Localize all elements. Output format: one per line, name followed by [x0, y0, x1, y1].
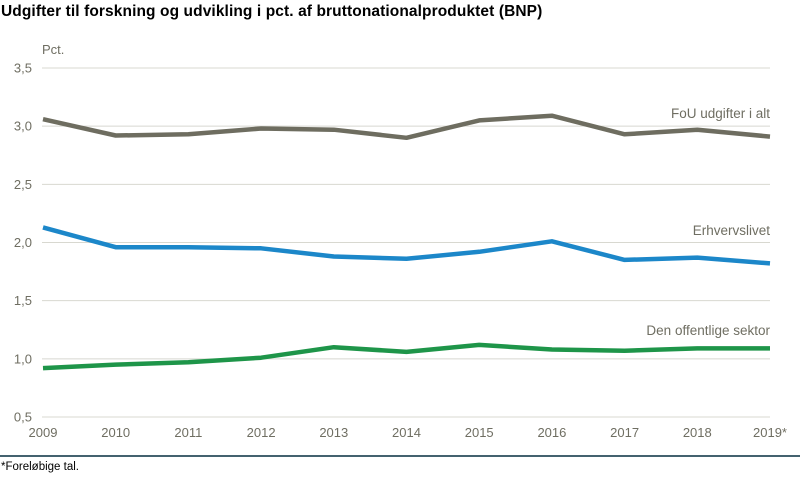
y-tick-label: 1,0 — [14, 351, 32, 366]
chart-title: Udgifter til forskning og udvikling i pc… — [1, 3, 543, 20]
x-axis-label: 2009 — [29, 425, 58, 440]
x-axis-label: 2013 — [319, 425, 348, 440]
y-tick-label: 3,0 — [14, 119, 32, 134]
y-tick-label: 2,0 — [14, 235, 32, 250]
series-label-den-offentlige-sektor: Den offentlige sektor — [646, 323, 770, 338]
x-axis-label: 2016 — [537, 425, 566, 440]
x-axis-label: 2014 — [392, 425, 421, 440]
y-tick-label: 0,5 — [14, 410, 32, 425]
x-axis-label: 2011 — [174, 425, 202, 440]
series-line-fou-udgifter-i-alt — [42, 113, 771, 141]
series-line-den-offentlige-sektor — [42, 342, 770, 371]
x-axis-label: 2015 — [465, 425, 494, 440]
line-chart: 3,5 3,0 2,5 2,0 1,5 1,0 0,5 Pct. 2009 2010 2011 201… — [14, 42, 787, 440]
divider — [0, 455, 800, 457]
x-axis-label: 2012 — [247, 425, 276, 440]
y-axis-unit-label: Pct. — [42, 42, 64, 57]
series-label-erhvervslivet: Erhvervslivet — [693, 223, 771, 238]
y-tick-label: 3,5 — [14, 61, 32, 76]
x-axis-label: 2010 — [101, 425, 130, 440]
y-tick-label: 1,5 — [14, 293, 32, 308]
x-axis-label: 2018 — [683, 425, 712, 440]
x-axis-label: 2017 — [610, 425, 639, 440]
series-label-fou-udgifter-i-alt: FoU udgifter i alt — [671, 106, 770, 121]
series-line-erhvervslivet — [42, 225, 771, 266]
x-axis-label: 2019* — [753, 425, 787, 440]
y-tick-label: 2,5 — [14, 177, 32, 192]
footnote: *Foreløbige tal. — [1, 461, 79, 473]
